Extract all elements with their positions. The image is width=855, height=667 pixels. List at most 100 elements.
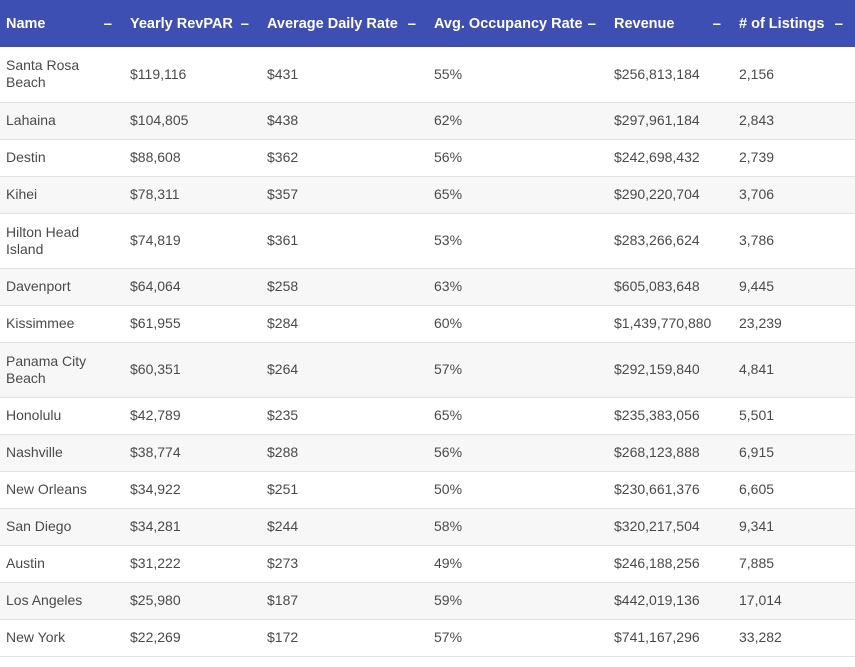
table-row: Panama City Beach $60,351 $264 57% $292,159,… [0, 342, 855, 398]
cell-avg-occupancy-rate: 56% [428, 139, 608, 177]
cell-average-daily-rate: $362 [261, 139, 428, 177]
cell-avg-occupancy-rate: 56% [428, 434, 608, 472]
cell-revenue: $235,383,056 [608, 397, 733, 435]
cell-listings: 3,706 [733, 176, 855, 214]
cell-average-daily-rate: $288 [261, 434, 428, 472]
cell-revenue: $741,167,296 [608, 619, 733, 657]
cell-avg-occupancy-rate: 59% [428, 582, 608, 620]
sort-toggle-icon[interactable]: – [834, 15, 843, 32]
cell-revenue: $292,159,840 [608, 342, 733, 398]
cell-listings: 6,915 [733, 434, 855, 472]
sort-toggle-icon[interactable]: – [240, 15, 249, 32]
cell-listings: 4,841 [733, 342, 855, 398]
cell-name: Hilton Head Island [0, 213, 124, 269]
cell-name: Honolulu [0, 397, 124, 435]
cell-listings: 9,445 [733, 268, 855, 306]
cell-avg-occupancy-rate: 62% [428, 102, 608, 140]
cell-name: San Diego [0, 508, 124, 546]
cell-average-daily-rate: $357 [261, 176, 428, 214]
cell-listings: 2,843 [733, 102, 855, 140]
cell-avg-occupancy-rate: 60% [428, 305, 608, 343]
column-header-avg-occupancy-rate[interactable]: Avg. Occupancy Rate – [428, 0, 608, 47]
cell-revenue: $283,266,624 [608, 213, 733, 269]
cell-avg-occupancy-rate: 57% [428, 342, 608, 398]
cell-yearly-revpar: $74,819 [124, 213, 261, 269]
cell-yearly-revpar: $78,311 [124, 176, 261, 214]
cell-yearly-revpar: $25,980 [124, 582, 261, 620]
cell-avg-occupancy-rate: 53% [428, 213, 608, 269]
cell-avg-occupancy-rate: 63% [428, 268, 608, 306]
cell-average-daily-rate: $273 [261, 545, 428, 583]
cell-name: Davenport [0, 268, 124, 306]
cell-avg-occupancy-rate: 55% [428, 47, 608, 103]
table-row: Austin $31,222 $273 49% $246,188,256 7,885 [0, 545, 855, 583]
cell-name: Kihei [0, 176, 124, 214]
cell-yearly-revpar: $61,955 [124, 305, 261, 343]
cell-listings: 7,885 [733, 545, 855, 583]
table-row: San Diego $34,281 $244 58% $320,217,504 9,341 [0, 508, 855, 546]
cell-listings: 2,739 [733, 139, 855, 177]
sort-toggle-icon[interactable]: – [407, 15, 416, 32]
cell-revenue: $230,661,376 [608, 471, 733, 509]
table-row: Nashville $38,774 $288 56% $268,123,888 6,915 [0, 434, 855, 472]
table-row: Hilton Head Island $74,819 $361 53% $283,266… [0, 213, 855, 269]
sort-toggle-icon[interactable]: – [712, 15, 721, 32]
cell-average-daily-rate: $431 [261, 47, 428, 103]
column-header-label: Average Daily Rate [267, 15, 398, 32]
cell-name: Lahaina [0, 102, 124, 140]
cell-average-daily-rate: $244 [261, 508, 428, 546]
table-row: Santa Rosa Beach $119,116 $431 55% $256,813,… [0, 47, 855, 103]
cell-revenue: $442,019,136 [608, 582, 733, 620]
cell-revenue: $290,220,704 [608, 176, 733, 214]
cell-average-daily-rate: $235 [261, 397, 428, 435]
cell-average-daily-rate: $251 [261, 471, 428, 509]
column-header-yearly-revpar[interactable]: Yearly RevPAR – [124, 0, 261, 47]
cell-revenue: $256,813,184 [608, 47, 733, 103]
cell-name: Los Angeles [0, 582, 124, 620]
column-header-listings[interactable]: # of Listings – [733, 0, 855, 47]
column-header-name[interactable]: Name – [0, 0, 124, 47]
table-row: Honolulu $42,789 $235 65% $235,383,056 5,501 [0, 397, 855, 435]
column-header-label: # of Listings [739, 15, 825, 32]
cell-avg-occupancy-rate: 50% [428, 471, 608, 509]
cell-average-daily-rate: $264 [261, 342, 428, 398]
column-header-average-daily-rate[interactable]: Average Daily Rate – [261, 0, 428, 47]
cell-listings: 3,786 [733, 213, 855, 269]
cell-revenue: $297,961,184 [608, 102, 733, 140]
cell-name: New York [0, 619, 124, 657]
cell-listings: 33,282 [733, 619, 855, 657]
cell-yearly-revpar: $64,064 [124, 268, 261, 306]
cell-name: Nashville [0, 434, 124, 472]
cell-average-daily-rate: $187 [261, 582, 428, 620]
table-body: Santa Rosa Beach $119,116 $431 55% $256,813,… [0, 47, 855, 657]
cell-average-daily-rate: $172 [261, 619, 428, 657]
table-header: Name – Yearly RevPAR – Average Daily Rat… [0, 0, 855, 47]
cell-avg-occupancy-rate: 65% [428, 397, 608, 435]
sort-toggle-icon[interactable]: – [587, 15, 596, 32]
cell-yearly-revpar: $31,222 [124, 545, 261, 583]
cell-yearly-revpar: $60,351 [124, 342, 261, 398]
column-header-label: Name [6, 15, 46, 32]
column-header-label: Revenue [614, 15, 675, 32]
table-row: Lahaina $104,805 $438 62% $297,961,184 2,843 [0, 102, 855, 140]
table-row: New York $22,269 $172 57% $741,167,296 33,282 [0, 619, 855, 657]
cell-avg-occupancy-rate: 58% [428, 508, 608, 546]
sort-toggle-icon[interactable]: – [103, 15, 112, 32]
cell-revenue: $605,083,648 [608, 268, 733, 306]
table-row: Los Angeles $25,980 $187 59% $442,019,136 17,… [0, 582, 855, 620]
table-row: Kihei $78,311 $357 65% $290,220,704 3,706 [0, 176, 855, 214]
column-header-revenue[interactable]: Revenue – [608, 0, 733, 47]
cell-avg-occupancy-rate: 65% [428, 176, 608, 214]
cell-name: Kissimmee [0, 305, 124, 343]
cell-revenue: $1,439,770,880 [608, 305, 733, 343]
cell-avg-occupancy-rate: 49% [428, 545, 608, 583]
cell-name: Panama City Beach [0, 342, 124, 398]
cell-yearly-revpar: $22,269 [124, 619, 261, 657]
cell-average-daily-rate: $361 [261, 213, 428, 269]
column-header-label: Avg. Occupancy Rate [434, 15, 583, 32]
cell-revenue: $268,123,888 [608, 434, 733, 472]
column-header-label: Yearly RevPAR [130, 15, 233, 32]
cell-average-daily-rate: $284 [261, 305, 428, 343]
cell-average-daily-rate: $258 [261, 268, 428, 306]
